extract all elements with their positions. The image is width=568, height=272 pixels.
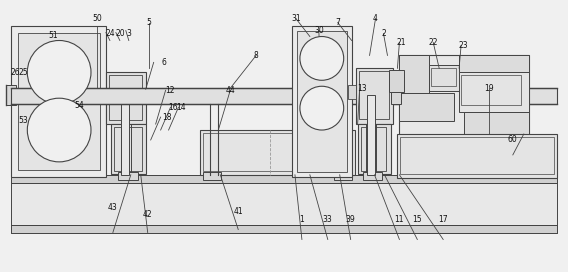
Bar	[11, 175, 557, 183]
Bar	[358, 124, 391, 174]
Text: 21: 21	[396, 38, 406, 47]
Bar	[11, 88, 557, 104]
Text: 22: 22	[428, 38, 438, 47]
Bar	[358, 71, 390, 119]
Bar	[114, 127, 142, 171]
Bar	[348, 85, 356, 99]
Text: 1: 1	[299, 215, 304, 224]
Bar	[461, 75, 521, 105]
Text: 7: 7	[335, 18, 340, 27]
Bar	[18, 33, 100, 170]
Text: 24: 24	[105, 29, 115, 38]
Bar	[431, 68, 456, 86]
Text: 26: 26	[11, 68, 20, 77]
Bar	[11, 26, 106, 177]
Text: 51: 51	[48, 31, 58, 40]
Text: 11: 11	[395, 215, 404, 224]
Bar	[146, 89, 154, 101]
Bar	[361, 127, 386, 171]
Text: 8: 8	[254, 51, 258, 60]
Bar	[203, 133, 352, 171]
Bar	[11, 225, 557, 233]
Ellipse shape	[300, 36, 344, 80]
Bar	[201, 130, 354, 175]
Text: 2: 2	[381, 29, 386, 38]
Bar	[6, 85, 16, 105]
Text: 50: 50	[92, 14, 102, 23]
Bar	[203, 172, 222, 180]
Ellipse shape	[27, 41, 91, 104]
Bar	[118, 172, 138, 180]
Text: 12: 12	[165, 86, 174, 95]
Text: 4: 4	[373, 14, 378, 23]
Text: 13: 13	[357, 84, 366, 93]
Text: 23: 23	[458, 41, 468, 50]
Text: 20: 20	[115, 29, 124, 38]
Bar	[464, 112, 529, 134]
Bar	[334, 172, 352, 180]
Text: 31: 31	[291, 14, 300, 23]
Text: 30: 30	[314, 26, 324, 35]
Bar	[366, 95, 374, 175]
Text: 43: 43	[108, 203, 118, 212]
Text: 60: 60	[508, 135, 517, 144]
Bar	[292, 26, 352, 177]
Text: 41: 41	[233, 207, 243, 216]
Bar	[121, 95, 129, 175]
Bar	[399, 55, 429, 93]
Bar	[390, 70, 404, 92]
Bar	[109, 75, 142, 120]
Text: 15: 15	[412, 215, 422, 224]
Text: 39: 39	[346, 215, 356, 224]
Text: 53: 53	[19, 116, 28, 125]
Bar	[356, 68, 394, 124]
Text: 5: 5	[146, 18, 151, 27]
Text: 3: 3	[126, 29, 131, 38]
Ellipse shape	[27, 98, 91, 162]
Bar	[362, 172, 382, 180]
Text: 44: 44	[225, 86, 235, 95]
Text: 54: 54	[74, 101, 84, 110]
Text: 42: 42	[143, 210, 153, 219]
Text: 6: 6	[161, 58, 166, 67]
Bar	[111, 124, 146, 174]
Text: 14: 14	[176, 103, 185, 112]
Bar	[459, 72, 529, 112]
Bar	[399, 93, 454, 121]
Bar	[106, 72, 146, 124]
Bar	[399, 55, 529, 145]
Bar	[391, 92, 402, 104]
Ellipse shape	[300, 86, 344, 130]
Bar	[11, 175, 557, 233]
Text: 19: 19	[484, 84, 494, 93]
Bar	[459, 55, 529, 72]
Text: 16: 16	[168, 103, 177, 112]
Bar	[297, 30, 346, 172]
Bar	[429, 65, 464, 91]
Text: 18: 18	[162, 113, 172, 122]
Bar	[400, 137, 554, 174]
Bar	[398, 134, 557, 178]
Text: 17: 17	[438, 215, 448, 224]
Text: 25: 25	[19, 68, 28, 77]
Text: 33: 33	[323, 215, 333, 224]
